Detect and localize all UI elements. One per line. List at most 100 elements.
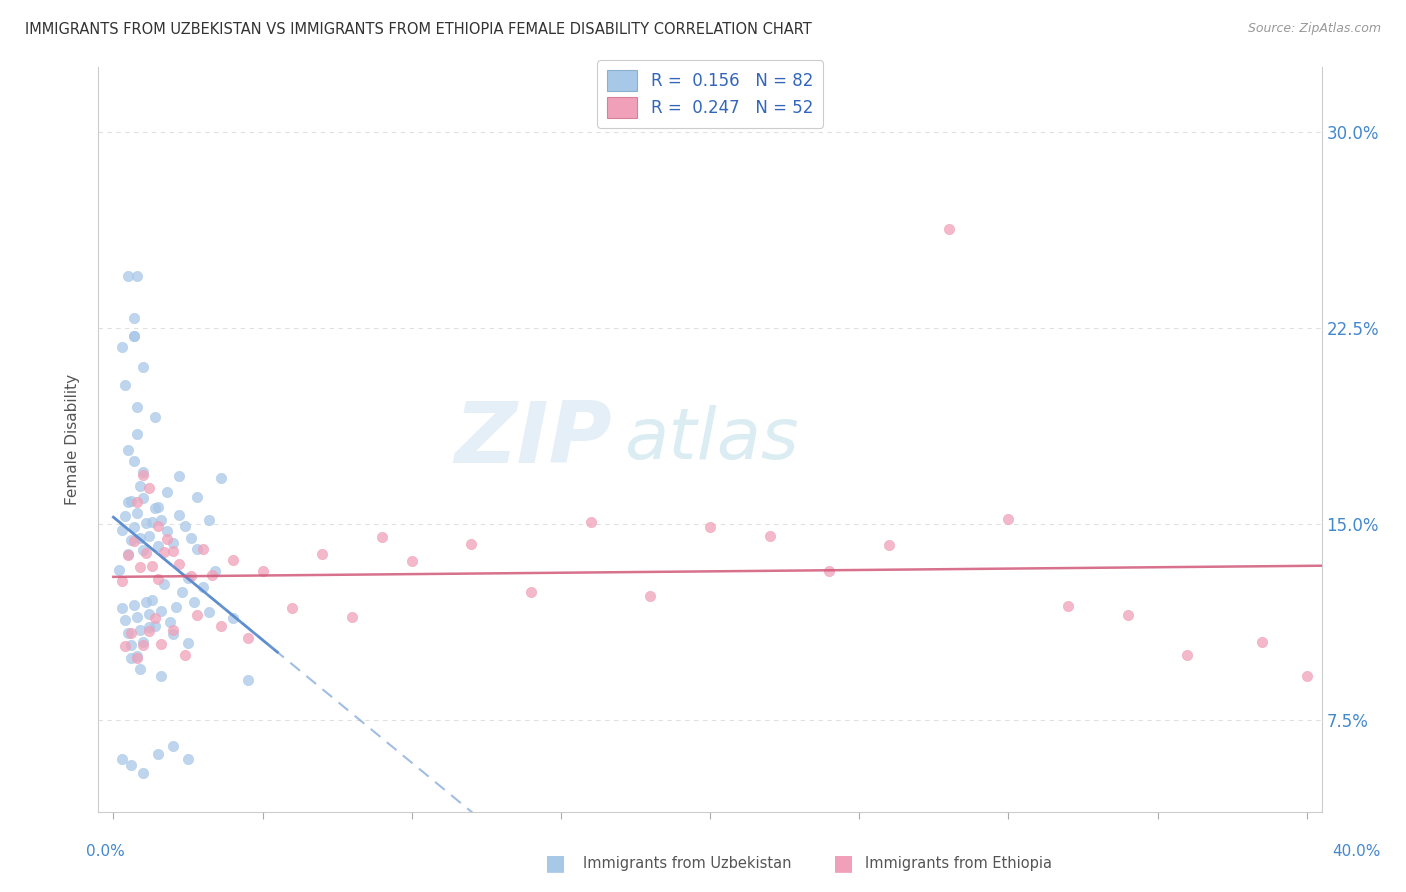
Point: [138, 481, 160, 495]
Point: [129, 623, 152, 637]
Point: [114, 378, 136, 392]
Point: [186, 490, 208, 504]
Point: [371, 530, 394, 544]
Point: [170, 585, 193, 599]
Point: [236, 673, 259, 687]
Point: [156, 532, 179, 546]
Point: [127, 400, 149, 414]
Point: [156, 524, 179, 538]
Point: [117, 442, 139, 457]
Point: [281, 601, 304, 615]
Point: [198, 605, 221, 619]
Point: [132, 491, 155, 505]
Point: [236, 631, 259, 645]
Point: [1251, 635, 1274, 649]
Point: [183, 595, 205, 609]
Point: [153, 577, 176, 591]
Point: [177, 636, 200, 650]
Point: [132, 468, 155, 483]
Point: [818, 564, 841, 578]
Text: atlas: atlas: [624, 405, 799, 474]
Point: [122, 534, 145, 549]
Point: [132, 765, 155, 780]
Point: [120, 494, 142, 508]
Point: [209, 619, 232, 633]
Point: [221, 611, 243, 625]
Point: [1116, 608, 1139, 623]
Point: [167, 557, 190, 571]
Point: [117, 548, 139, 562]
Point: [135, 516, 157, 531]
Text: Immigrants from Uzbekistan: Immigrants from Uzbekistan: [583, 856, 792, 871]
Point: [108, 563, 131, 577]
Point: [162, 544, 184, 558]
Point: [111, 523, 134, 537]
Point: [129, 531, 152, 545]
Point: [150, 604, 173, 618]
Point: [758, 529, 780, 543]
Point: [117, 268, 139, 283]
Point: [143, 611, 166, 625]
Point: [520, 584, 543, 599]
Point: [146, 572, 169, 586]
Text: 40.0%: 40.0%: [1333, 845, 1381, 859]
Point: [401, 554, 423, 568]
Point: [146, 500, 169, 515]
Point: [180, 569, 202, 583]
Point: [167, 468, 190, 483]
Point: [174, 519, 197, 533]
Point: [997, 512, 1019, 526]
Point: [177, 752, 200, 766]
Point: [138, 529, 160, 543]
Point: [174, 648, 197, 662]
Point: [877, 538, 900, 552]
Point: [141, 593, 163, 607]
Point: [127, 651, 149, 665]
Point: [117, 547, 139, 561]
Point: [114, 508, 136, 523]
Point: [138, 620, 160, 634]
Point: [191, 542, 214, 557]
Point: [209, 471, 232, 485]
Point: [127, 649, 149, 664]
Point: [135, 595, 157, 609]
Point: [143, 409, 166, 424]
Text: IMMIGRANTS FROM UZBEKISTAN VS IMMIGRANTS FROM ETHIOPIA FEMALE DISABILITY CORRELA: IMMIGRANTS FROM UZBEKISTAN VS IMMIGRANTS…: [25, 22, 813, 37]
Point: [138, 624, 160, 639]
Point: [460, 536, 482, 550]
Point: [177, 571, 200, 585]
Point: [127, 268, 149, 283]
Point: [122, 310, 145, 325]
Point: [132, 465, 155, 479]
Point: [146, 747, 169, 762]
Point: [938, 222, 960, 236]
Point: [111, 340, 134, 354]
Point: [204, 564, 226, 578]
Point: [311, 547, 333, 561]
Point: [111, 752, 134, 766]
Point: [122, 454, 145, 468]
Text: ZIP: ZIP: [454, 398, 612, 481]
Point: [180, 531, 202, 545]
Point: [150, 669, 173, 683]
Point: [129, 662, 152, 676]
Point: [132, 638, 155, 652]
Text: Immigrants from Ethiopia: Immigrants from Ethiopia: [865, 856, 1052, 871]
Point: [132, 360, 155, 375]
Text: ■: ■: [546, 854, 565, 873]
Point: [198, 513, 221, 527]
Point: [201, 567, 224, 582]
Point: [132, 635, 155, 649]
Point: [122, 329, 145, 343]
Point: [579, 515, 602, 529]
Point: [162, 623, 184, 637]
Point: [1295, 669, 1317, 683]
Point: [111, 574, 134, 588]
Point: [132, 543, 155, 558]
Point: [114, 614, 136, 628]
Point: [150, 637, 173, 651]
Point: [117, 625, 139, 640]
Point: [122, 519, 145, 533]
Point: [191, 580, 214, 594]
Point: [162, 739, 184, 754]
